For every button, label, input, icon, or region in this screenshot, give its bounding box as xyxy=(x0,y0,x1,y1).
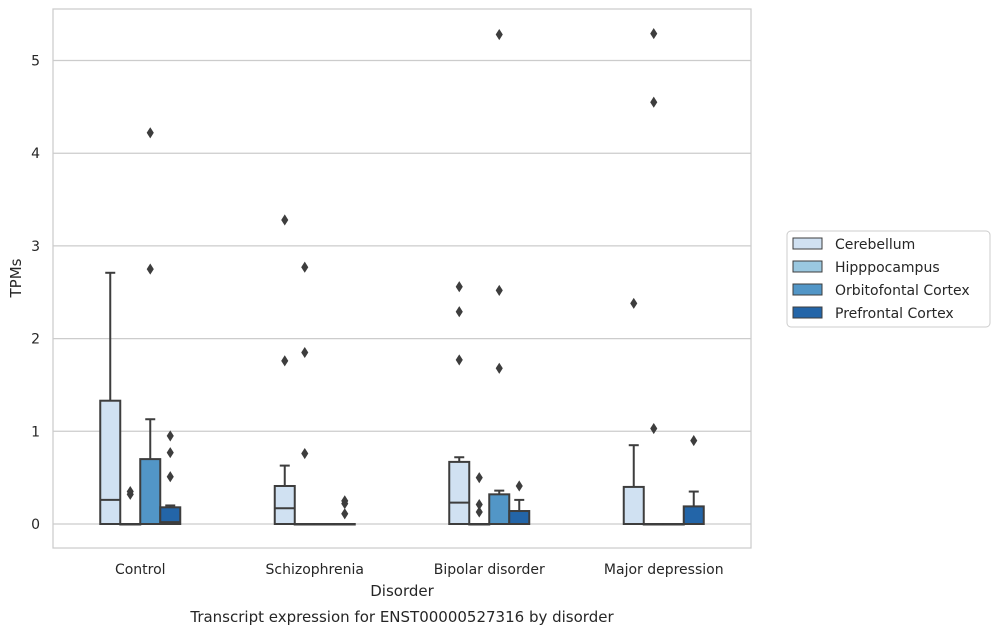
outlier-point xyxy=(146,263,154,275)
outlier-point xyxy=(301,346,309,359)
outlier-point xyxy=(690,435,698,447)
series-orbitofontal-cortex xyxy=(139,28,685,526)
legend-swatch xyxy=(792,283,823,296)
box-iqr xyxy=(622,485,645,526)
legend-item: Orbitofontal Cortex xyxy=(792,283,970,299)
legend-label: Hipppocampus xyxy=(835,260,940,276)
y-tick-label: 4 xyxy=(31,146,40,162)
box xyxy=(448,281,471,525)
y-axis-ticks: 0 1 2 3 4 5 xyxy=(31,54,40,534)
y-tick-label: 1 xyxy=(31,424,40,440)
legend-label: Prefrontal Cortex xyxy=(835,306,954,322)
series-hipppocampus xyxy=(119,28,665,526)
box-iqr xyxy=(488,493,511,525)
box-iqr xyxy=(273,484,296,526)
box xyxy=(682,435,705,525)
box-iqr xyxy=(682,505,705,525)
x-axis-title: Disorder xyxy=(370,582,434,600)
outlier-point xyxy=(166,471,174,483)
box xyxy=(119,485,142,526)
box xyxy=(488,28,511,525)
outlier-point xyxy=(650,96,658,108)
legend-item: Prefrontal Cortex xyxy=(792,306,954,322)
outlier-point xyxy=(301,447,309,460)
outlier-point xyxy=(455,354,463,366)
box xyxy=(662,523,685,526)
chart-caption: Transcript expression for ENST0000052731… xyxy=(189,608,614,626)
legend-swatch xyxy=(792,237,823,250)
outlier-point xyxy=(650,28,658,40)
box-iqr xyxy=(139,458,162,525)
outlier-point xyxy=(495,28,503,41)
legend-frame xyxy=(786,230,991,328)
outlier-point xyxy=(166,447,174,459)
outlier-point xyxy=(495,284,503,296)
outlier-point xyxy=(146,127,154,139)
outlier-point xyxy=(475,506,483,518)
outlier-point xyxy=(630,297,638,309)
outlier-point xyxy=(475,498,483,511)
legend-swatch xyxy=(792,260,823,273)
y-tick-label: 3 xyxy=(31,239,40,255)
outlier-point xyxy=(281,355,289,367)
box-iqr xyxy=(448,460,471,525)
x-tick-label: Schizophrenia xyxy=(266,562,364,578)
box-iqr xyxy=(508,510,531,526)
outlier-point xyxy=(455,306,463,318)
legend-label: Cerebellum xyxy=(835,237,915,253)
series-prefrontal-cortex xyxy=(159,430,705,526)
y-tick-label: 0 xyxy=(31,517,40,533)
x-tick-label: Major depression xyxy=(604,562,724,578)
box xyxy=(642,28,665,526)
legend-label: Orbitofontal Cortex xyxy=(835,283,970,299)
x-tick-label: Control xyxy=(115,562,166,578)
box xyxy=(139,127,162,525)
outlier-point xyxy=(166,430,174,442)
box xyxy=(508,480,531,526)
outlier-point xyxy=(455,281,463,293)
outlier-point xyxy=(281,214,289,226)
legend-item: Hipppocampus xyxy=(792,260,940,276)
outlier-point xyxy=(301,261,309,273)
x-axis-ticks: Control Schizophrenia Bipolar disorder Majo… xyxy=(115,562,724,578)
box-iqr xyxy=(99,399,122,526)
box xyxy=(293,261,316,526)
outlier-point xyxy=(475,472,483,484)
y-tick-label: 5 xyxy=(31,54,40,70)
box xyxy=(99,271,122,526)
box xyxy=(273,214,296,526)
box xyxy=(468,472,491,526)
box-iqr xyxy=(159,506,182,525)
outlier-point xyxy=(126,485,134,498)
y-axis-title: TPMs xyxy=(7,258,25,298)
outlier-point xyxy=(495,362,503,374)
outlier-point xyxy=(515,480,523,492)
box xyxy=(333,495,356,526)
box-plot-series xyxy=(99,28,705,526)
legend-swatch xyxy=(792,306,823,319)
series-cerebellum xyxy=(99,214,645,526)
box xyxy=(313,523,336,526)
legend: Cerebellum Hipppocampus Orbitofontal Corte… xyxy=(786,230,991,328)
legend-item: Cerebellum xyxy=(792,237,915,253)
outlier-point xyxy=(341,508,349,520)
y-tick-label: 2 xyxy=(31,332,40,348)
plot-area-frame xyxy=(52,8,752,549)
outlier-point xyxy=(341,495,349,507)
box xyxy=(159,430,182,525)
x-tick-label: Bipolar disorder xyxy=(434,562,545,578)
outlier-point xyxy=(650,422,658,435)
grid-lines xyxy=(53,59,751,525)
box xyxy=(622,297,645,526)
